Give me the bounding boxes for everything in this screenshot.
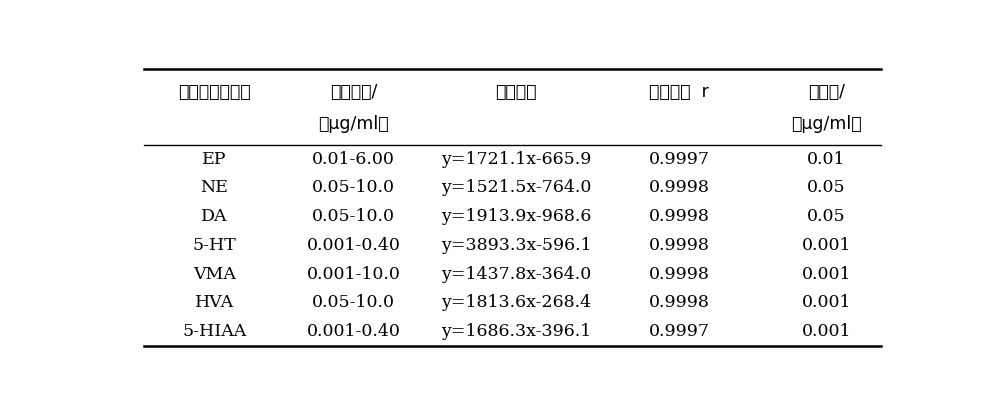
Text: 0.9997: 0.9997 xyxy=(649,323,710,340)
Text: 0.001: 0.001 xyxy=(802,323,851,340)
Text: 0.001: 0.001 xyxy=(802,237,851,254)
Text: 5-HIAA: 5-HIAA xyxy=(182,323,246,340)
Text: 0.001: 0.001 xyxy=(802,265,851,282)
Text: VMA: VMA xyxy=(193,265,236,282)
Text: 0.05-10.0: 0.05-10.0 xyxy=(312,294,395,311)
Text: 检出限/: 检出限/ xyxy=(808,83,845,101)
Text: 0.05-10.0: 0.05-10.0 xyxy=(312,179,395,196)
Text: 0.05: 0.05 xyxy=(807,179,846,196)
Text: 单胺类神经递质: 单胺类神经递质 xyxy=(178,83,250,101)
Text: y=1686.3x-396.1: y=1686.3x-396.1 xyxy=(441,323,592,340)
Text: 0.9998: 0.9998 xyxy=(649,265,710,282)
Text: 0.05: 0.05 xyxy=(807,208,846,225)
Text: 0.9998: 0.9998 xyxy=(649,208,710,225)
Text: （μg/ml）: （μg/ml） xyxy=(318,115,389,132)
Text: DA: DA xyxy=(201,208,227,225)
Text: 5-HT: 5-HT xyxy=(192,237,236,254)
Text: HVA: HVA xyxy=(195,294,234,311)
Text: y=1437.8x-364.0: y=1437.8x-364.0 xyxy=(441,265,592,282)
Text: 0.01: 0.01 xyxy=(807,150,846,168)
Text: EP: EP xyxy=(202,150,226,168)
Text: 线性范围/: 线性范围/ xyxy=(330,83,377,101)
Text: y=1721.1x-665.9: y=1721.1x-665.9 xyxy=(441,150,592,168)
Text: 0.05-10.0: 0.05-10.0 xyxy=(312,208,395,225)
Text: 0.9998: 0.9998 xyxy=(649,294,710,311)
Text: 0.001: 0.001 xyxy=(802,294,851,311)
Text: 标准曲线: 标准曲线 xyxy=(496,83,537,101)
Text: 相关系数  r: 相关系数 r xyxy=(649,83,709,101)
Text: 0.001-10.0: 0.001-10.0 xyxy=(307,265,401,282)
Text: 0.001-0.40: 0.001-0.40 xyxy=(307,237,401,254)
Text: y=1913.9x-968.6: y=1913.9x-968.6 xyxy=(441,208,592,225)
Text: 0.01-6.00: 0.01-6.00 xyxy=(312,150,395,168)
Text: 0.9997: 0.9997 xyxy=(649,150,710,168)
Text: （μg/ml）: （μg/ml） xyxy=(791,115,862,132)
Text: 0.9998: 0.9998 xyxy=(649,237,710,254)
Text: y=1521.5x-764.0: y=1521.5x-764.0 xyxy=(441,179,592,196)
Text: 0.9998: 0.9998 xyxy=(649,179,710,196)
Text: 0.001-0.40: 0.001-0.40 xyxy=(307,323,401,340)
Text: NE: NE xyxy=(200,179,228,196)
Text: y=3893.3x-596.1: y=3893.3x-596.1 xyxy=(441,237,592,254)
Text: y=1813.6x-268.4: y=1813.6x-268.4 xyxy=(441,294,591,311)
